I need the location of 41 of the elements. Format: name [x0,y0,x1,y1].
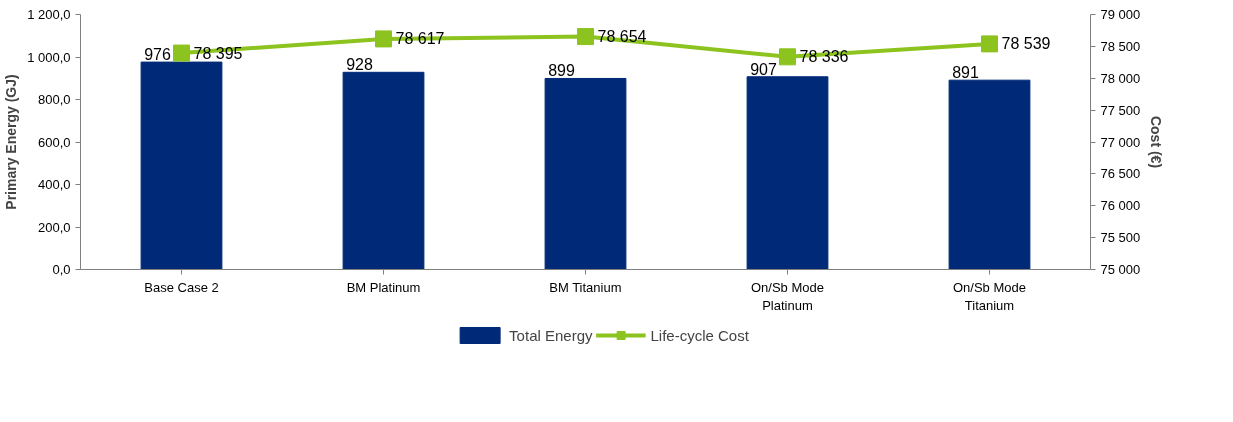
point [577,28,594,46]
y2-tick-label: 75 000 [1100,262,1141,277]
x-tick-label: On/Sb Mode Titanium [953,279,1027,313]
x-tick-label: BM Platinum [346,279,421,295]
y-tick-label: 800,0 [37,92,71,107]
y2-tick-label: 77 500 [1100,102,1141,118]
data-label: 891 [952,64,979,82]
y-tick-label: 0,0 [52,262,71,277]
y-tick-label: 1 000,0 [27,49,71,65]
bar [140,61,223,270]
legend-label: Total Energy [509,326,593,344]
point [173,44,190,62]
y2-tick-label: 76 500 [1100,166,1141,182]
y2-tick-label: 79 000 [1100,7,1141,22]
bar [342,71,425,270]
y2-tick-label: 78 500 [1100,38,1141,54]
bar [948,79,1031,270]
data-label: 928 [346,56,373,74]
x-tick-label: Base Case 2 [144,279,219,295]
y-axis-title: Primary Energy (GJ) [3,74,20,210]
y-tick-label: 1 200,0 [27,7,71,22]
point [375,30,392,48]
y2-tick-label: 78 000 [1100,70,1141,86]
y2-tick-label: 77 000 [1100,134,1141,150]
data-label: 78 539 [1001,35,1051,53]
y2-tick-label: 75 500 [1100,230,1141,246]
data-label: 899 [548,62,575,80]
y-tick-label: 200,0 [37,219,71,235]
data-label: 976 [144,46,171,64]
y-tick-label: 400,0 [37,177,71,192]
data-label: 907 [750,60,777,78]
y-tick-label: 600,0 [37,134,71,150]
x-tick-label: BM Titanium [549,279,622,295]
point [779,48,796,66]
y2-axis-title: Cost (€) [1148,115,1165,169]
point [981,35,998,53]
bar [746,76,829,270]
bar [544,77,627,270]
x-tick-label: On/Sb Mode Platinum [751,279,825,313]
y2-tick-label: 76 000 [1100,198,1141,214]
legend-label: Life-cycle Cost [650,326,749,344]
